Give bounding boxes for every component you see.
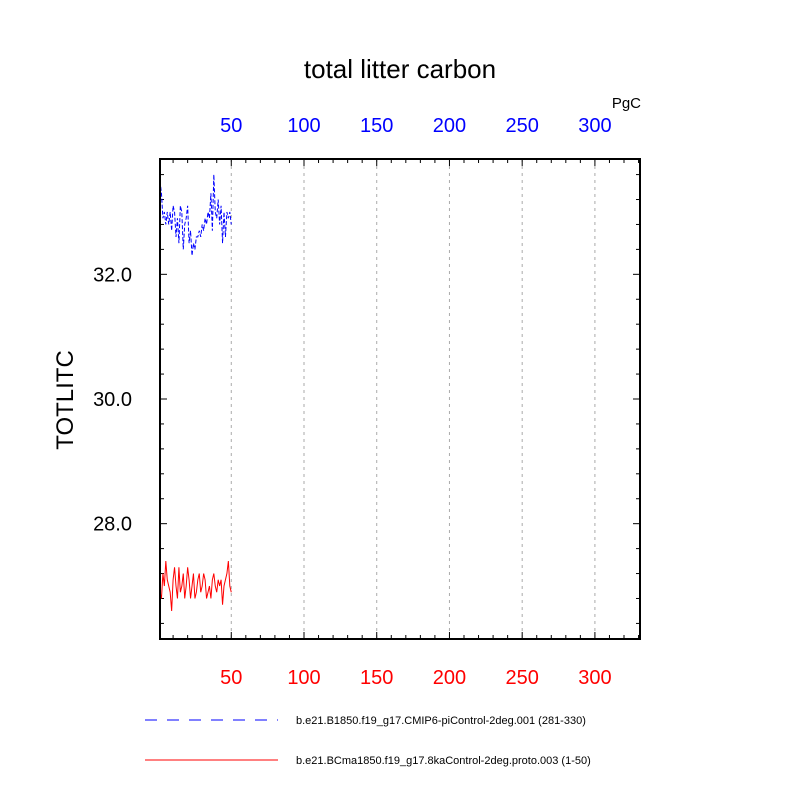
axis-ticks [160, 159, 640, 639]
x-tick-label-bottom: 300 [578, 667, 611, 689]
chart-title: total litter carbon [304, 54, 496, 84]
series-group [159, 174, 232, 611]
y-tick-label: 28.0 [93, 514, 132, 536]
series-line-2 [159, 561, 232, 611]
x-tick-label-top: 150 [360, 115, 393, 137]
x-tick-label-top: 50 [220, 115, 242, 137]
x-tick-label-top: 100 [287, 115, 320, 137]
y-axis-label: TOTLITC [52, 350, 79, 450]
x-tick-label-bottom: 250 [505, 667, 538, 689]
x-tick-label-bottom: 200 [433, 667, 466, 689]
x-tick-label-top: 200 [433, 115, 466, 137]
y-tick-label: 32.0 [93, 264, 132, 286]
tick-labels: 50 50 100 100 150 150 200 200 250 250 300 300 28.0 30… [93, 115, 612, 689]
x-tick-label-bottom: 100 [287, 667, 320, 689]
legend-label-1: b.e21.B1850.f19_g17.CMIP6-piControl-2deg… [296, 715, 586, 727]
units-label: PgC [612, 95, 641, 112]
legend: b.e21.B1850.f19_g17.CMIP6-piControl-2deg… [145, 715, 591, 767]
legend-label-2: b.e21.BCma1850.f19_g17.8kaControl-2deg.p… [296, 755, 591, 767]
x-tick-label-top: 300 [578, 115, 611, 137]
x-tick-label-bottom: 150 [360, 667, 393, 689]
plot-frame [159, 158, 641, 640]
grid [230, 159, 596, 639]
y-tick-label: 30.0 [93, 389, 132, 411]
x-tick-label-bottom: 50 [220, 667, 242, 689]
x-tick-label-top: 250 [505, 115, 538, 137]
series-line-1 [159, 174, 232, 256]
